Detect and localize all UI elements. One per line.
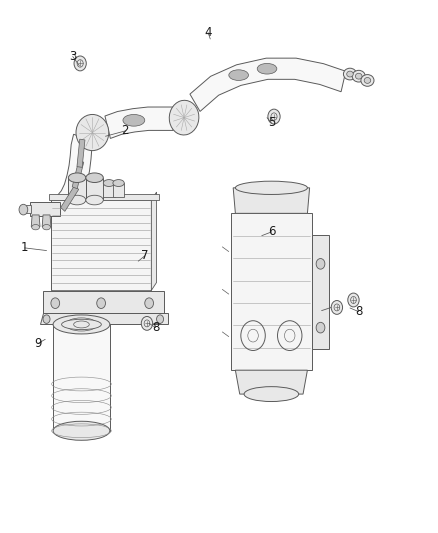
Ellipse shape xyxy=(66,318,97,331)
Text: 4: 4 xyxy=(205,26,212,39)
FancyBboxPatch shape xyxy=(61,185,79,212)
Circle shape xyxy=(268,109,280,124)
FancyBboxPatch shape xyxy=(77,139,85,167)
Ellipse shape xyxy=(74,321,89,328)
Circle shape xyxy=(145,298,153,309)
Polygon shape xyxy=(231,213,312,370)
Circle shape xyxy=(348,293,359,307)
Circle shape xyxy=(156,315,163,324)
Polygon shape xyxy=(105,107,173,139)
Ellipse shape xyxy=(53,315,110,334)
Polygon shape xyxy=(51,200,151,290)
Text: 1: 1 xyxy=(21,241,28,254)
Text: 6: 6 xyxy=(268,225,275,238)
Ellipse shape xyxy=(68,195,86,205)
Ellipse shape xyxy=(76,115,109,151)
Circle shape xyxy=(51,298,60,309)
Ellipse shape xyxy=(62,319,101,329)
Ellipse shape xyxy=(32,224,39,230)
Circle shape xyxy=(43,315,50,324)
Circle shape xyxy=(316,322,325,333)
Ellipse shape xyxy=(244,386,299,401)
Text: 5: 5 xyxy=(268,117,275,130)
Ellipse shape xyxy=(169,100,199,135)
Ellipse shape xyxy=(123,115,145,126)
Polygon shape xyxy=(31,215,40,227)
Polygon shape xyxy=(113,183,124,197)
Ellipse shape xyxy=(68,173,86,182)
Ellipse shape xyxy=(347,71,353,77)
Text: 7: 7 xyxy=(141,249,148,262)
Text: 3: 3 xyxy=(69,50,76,63)
Text: 8: 8 xyxy=(355,305,362,318)
Polygon shape xyxy=(40,313,168,325)
Ellipse shape xyxy=(356,73,362,79)
Circle shape xyxy=(331,301,343,314)
Polygon shape xyxy=(68,177,86,200)
Ellipse shape xyxy=(361,75,374,86)
Text: 8: 8 xyxy=(152,321,159,334)
Polygon shape xyxy=(103,183,115,197)
Text: 2: 2 xyxy=(121,124,129,138)
Polygon shape xyxy=(233,188,310,213)
Polygon shape xyxy=(312,235,329,349)
Polygon shape xyxy=(190,58,346,111)
Polygon shape xyxy=(26,205,31,213)
Circle shape xyxy=(97,298,106,309)
Ellipse shape xyxy=(86,173,103,182)
Ellipse shape xyxy=(42,224,50,230)
Ellipse shape xyxy=(257,63,277,74)
Polygon shape xyxy=(42,215,51,227)
Circle shape xyxy=(19,204,28,215)
Polygon shape xyxy=(30,201,60,216)
Ellipse shape xyxy=(343,68,357,80)
Polygon shape xyxy=(86,177,103,200)
Polygon shape xyxy=(235,370,307,394)
Ellipse shape xyxy=(53,421,110,440)
Circle shape xyxy=(74,56,86,71)
Ellipse shape xyxy=(113,180,124,187)
FancyBboxPatch shape xyxy=(72,160,84,189)
Circle shape xyxy=(316,259,325,269)
Ellipse shape xyxy=(103,180,115,187)
Ellipse shape xyxy=(364,77,371,83)
Ellipse shape xyxy=(86,195,103,205)
Ellipse shape xyxy=(235,181,307,195)
Polygon shape xyxy=(53,325,110,431)
Polygon shape xyxy=(53,134,94,220)
Polygon shape xyxy=(49,193,159,200)
Polygon shape xyxy=(151,192,156,290)
Ellipse shape xyxy=(352,70,365,82)
Circle shape xyxy=(141,317,152,330)
Text: 9: 9 xyxy=(34,337,42,350)
Ellipse shape xyxy=(229,70,248,80)
Polygon shape xyxy=(43,292,164,313)
